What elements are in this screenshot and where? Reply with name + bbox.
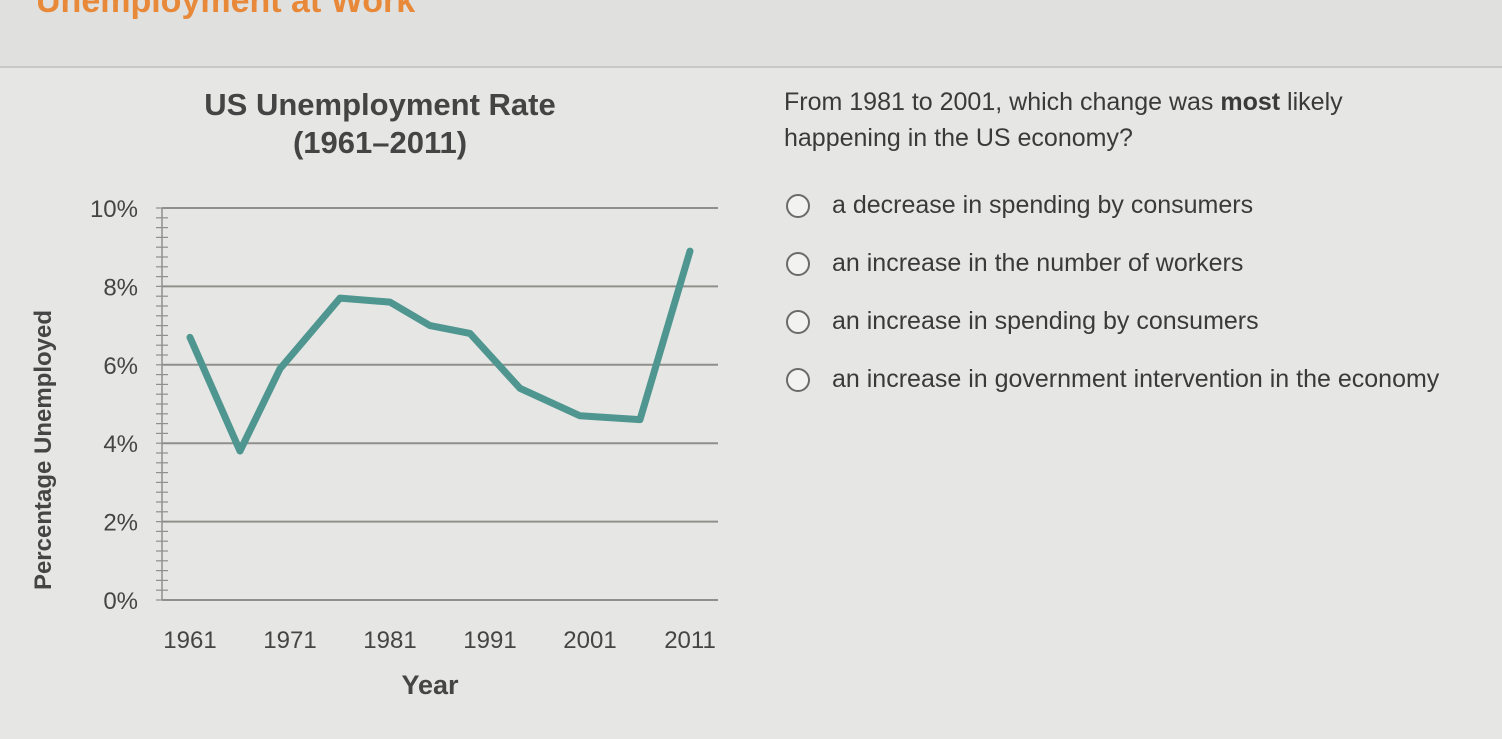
data-point	[188, 335, 192, 340]
x-tick-label: 1981	[363, 627, 416, 654]
chart-subtitle: (1961–2011)	[292, 125, 468, 160]
answer-options: a decrease in spending by consumers an i…	[786, 186, 1466, 418]
page-title: Unemployment at Work	[36, 0, 416, 20]
x-tick-label: 1991	[463, 627, 516, 654]
question-text: From 1981 to 2001, which change was most…	[784, 84, 1444, 156]
answer-option-3[interactable]: an increase in spending by consumers	[786, 302, 1466, 340]
answer-option-1[interactable]: a decrease in spending by consumers	[786, 186, 1466, 224]
data-point	[638, 417, 642, 422]
radio-button-icon[interactable]	[786, 252, 810, 276]
data-point	[278, 366, 282, 371]
data-point	[688, 249, 692, 254]
y-tick-label: 4%	[103, 431, 138, 458]
data-point	[388, 300, 392, 305]
answer-option-label: a decrease in spending by consumers	[832, 191, 1254, 219]
radio-button-icon[interactable]	[786, 368, 810, 392]
y-tick-label: 10%	[90, 196, 138, 223]
chart-title-block: US Unemployment Rate (1961–2011)	[130, 86, 630, 162]
series-line	[186, 247, 694, 455]
x-tick-label: 1971	[263, 627, 316, 654]
answer-option-label: an increase in spending by consumers	[832, 307, 1259, 335]
header-band: Unemployment at Work	[0, 0, 1502, 68]
y-tick-label: 8%	[103, 274, 138, 301]
y-axis-label: Percentage Unemployed	[30, 309, 57, 591]
data-point	[338, 296, 342, 301]
data-point	[518, 386, 522, 391]
answer-option-label: an increase in government intervention i…	[832, 365, 1440, 393]
answer-option-2[interactable]: an increase in the number of workers	[786, 244, 1466, 282]
question-text-before: From 1981 to 2001, which change was	[784, 88, 1221, 116]
data-point	[238, 449, 242, 454]
y-tick-label: 2%	[103, 510, 138, 537]
y-tick-label: 0%	[103, 588, 138, 615]
answer-option-4[interactable]: an increase in government intervention i…	[786, 360, 1466, 398]
answer-option-label: an increase in the number of workers	[832, 249, 1244, 277]
question-text-after: likely happening in the US economy?	[784, 88, 1343, 152]
x-axis-label: Year	[401, 670, 459, 700]
data-point	[578, 413, 582, 418]
x-tick-label: 2001	[563, 627, 616, 654]
x-tick-label: 2011	[664, 627, 716, 654]
data-point	[468, 331, 472, 336]
y-tick-label: 6%	[103, 353, 138, 380]
question-emphasis: most	[1220, 88, 1281, 116]
radio-button-icon[interactable]	[786, 310, 810, 334]
chart-title: US Unemployment Rate	[204, 87, 556, 122]
radio-button-icon[interactable]	[786, 194, 810, 218]
x-tick-label: 1961	[163, 627, 216, 654]
unemployment-line-chart: 0% 2% 4% 6% 8% 10% 1961 1971 1981 1991 2001 2011	[90, 196, 718, 654]
data-point	[428, 323, 432, 328]
